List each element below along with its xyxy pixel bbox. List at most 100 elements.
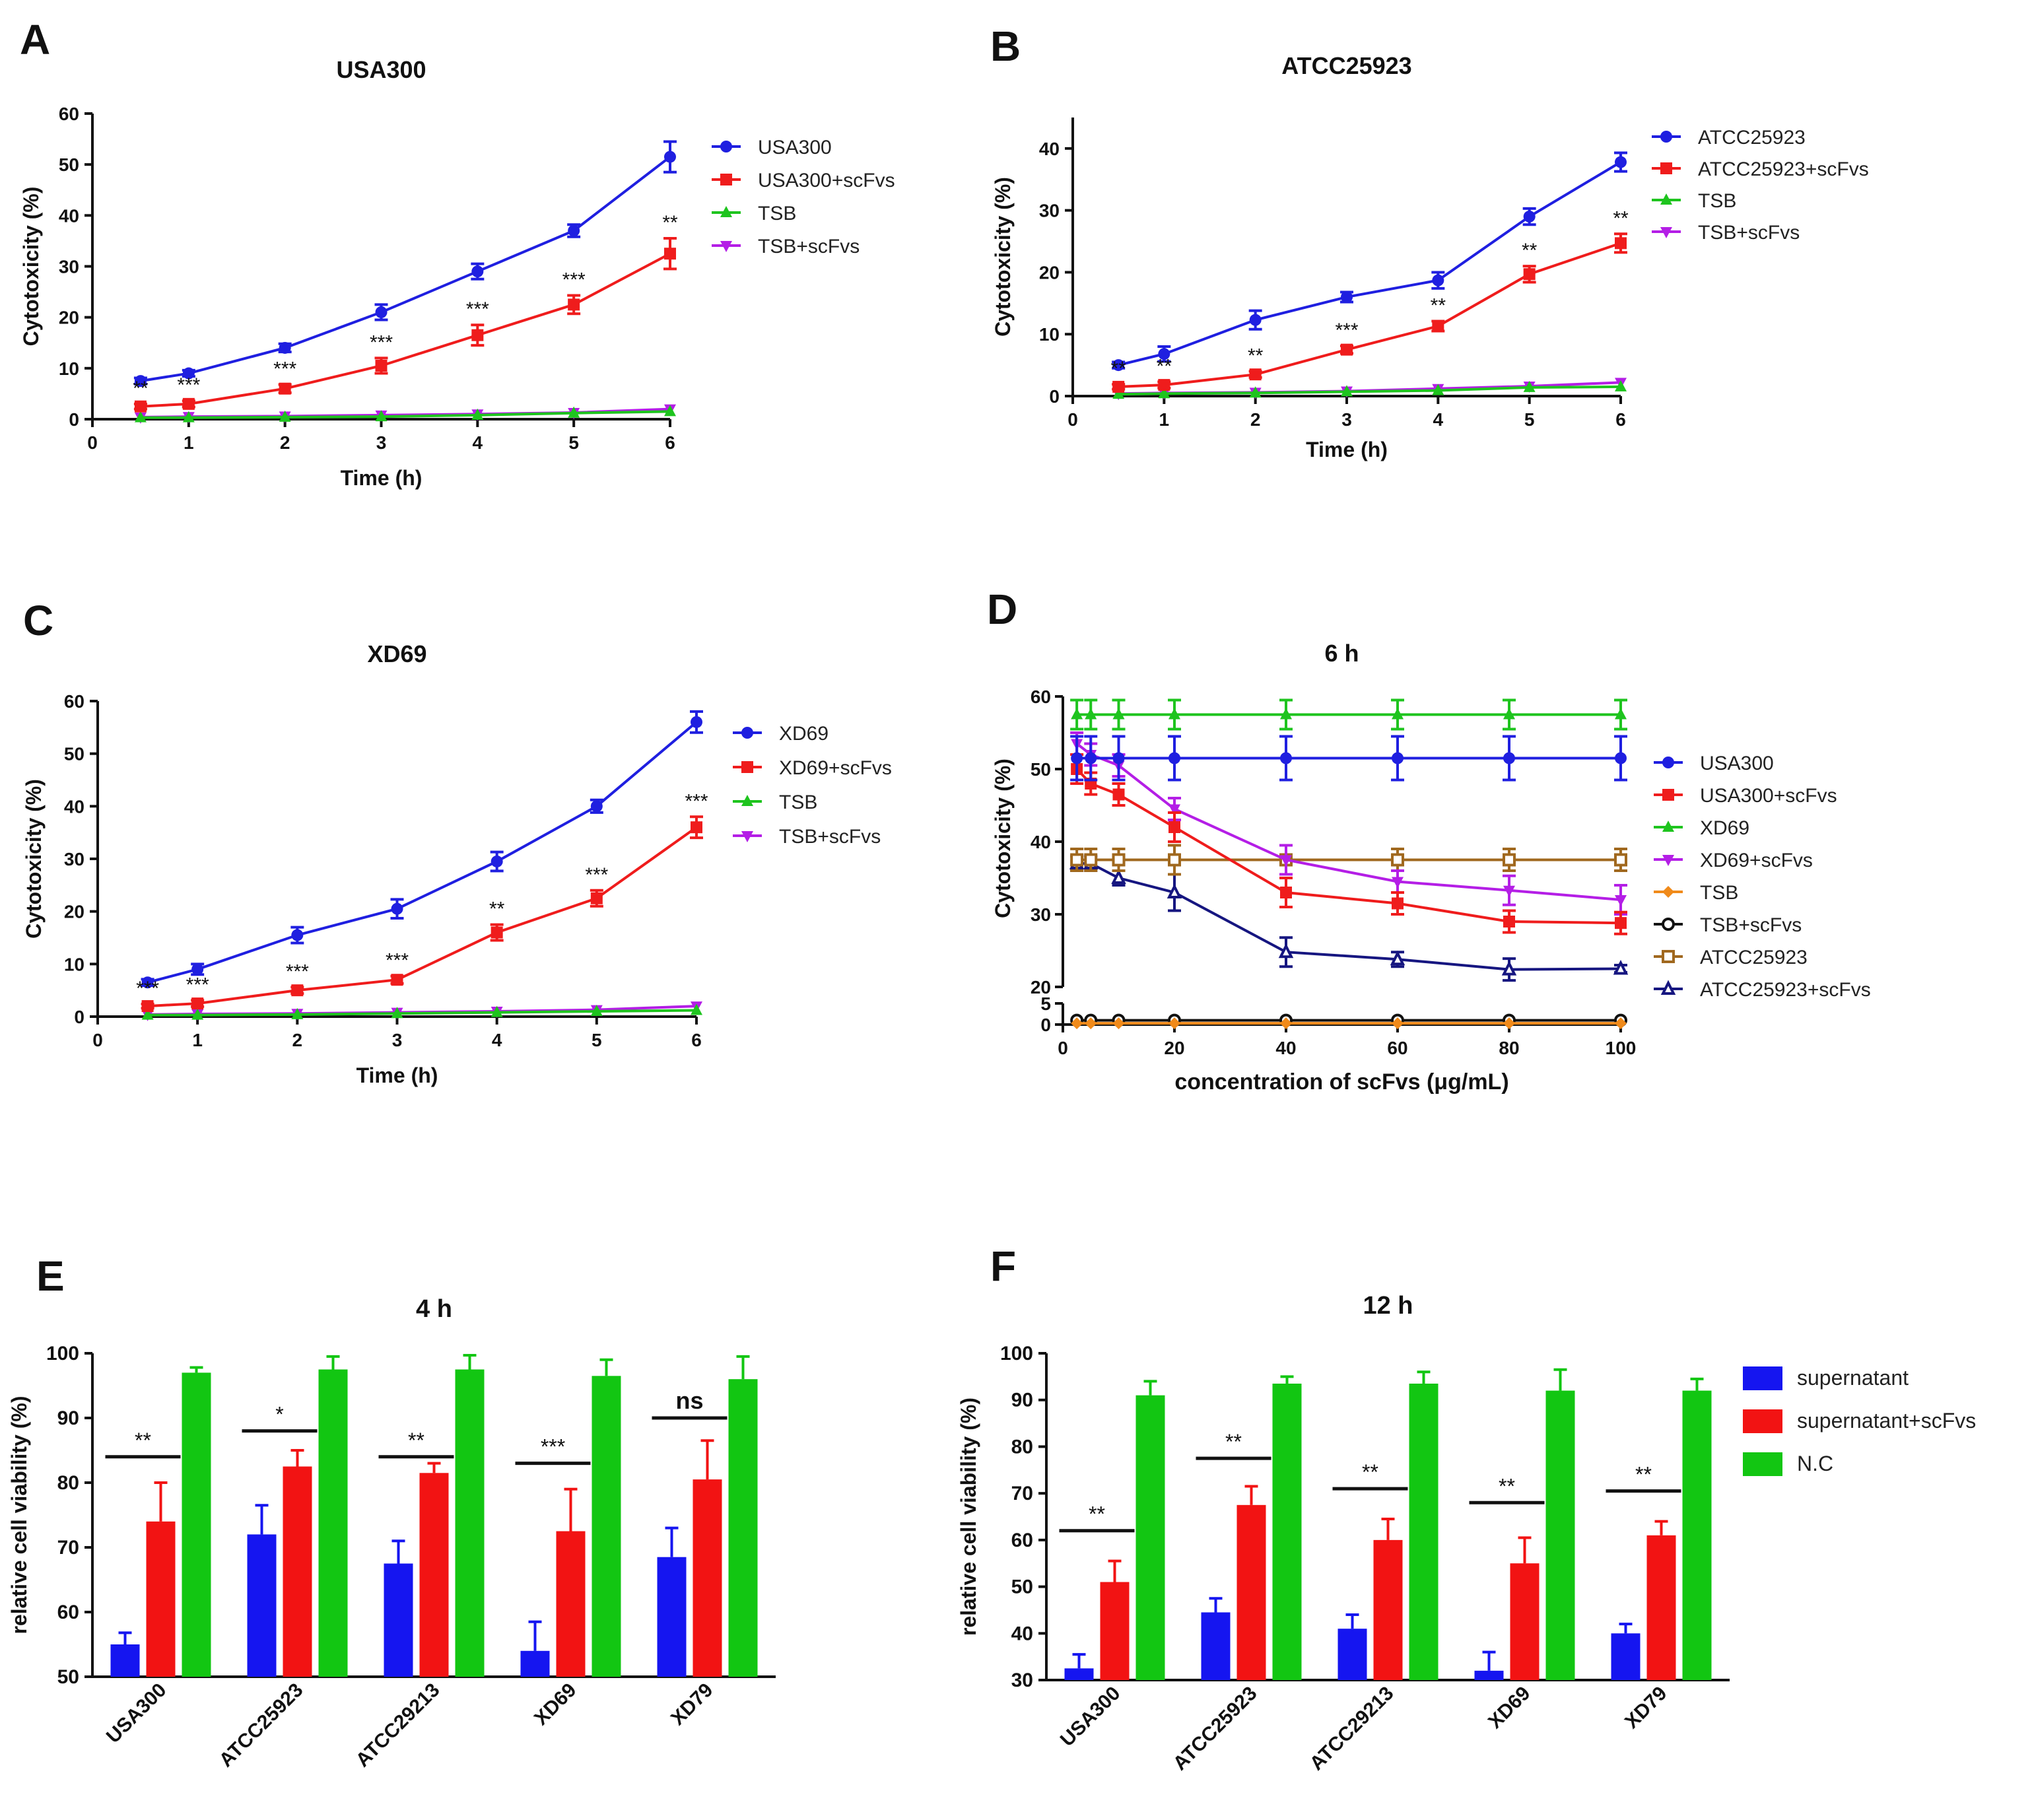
data-point (1523, 268, 1536, 281)
significance-label: ns (675, 1387, 703, 1414)
data-point (279, 382, 291, 395)
chart-title: 12 h (1363, 1292, 1413, 1320)
data-point (1112, 853, 1126, 867)
significance-label: *** (370, 331, 393, 353)
significance-label: ** (1157, 355, 1172, 377)
bar-supernatant-scfvs (419, 1473, 449, 1677)
bar-supernatant-scfvs (693, 1479, 722, 1677)
legend-label: N.C (1797, 1452, 1833, 1475)
data-point (1158, 387, 1170, 399)
data-point (664, 248, 676, 260)
data-point (1341, 343, 1353, 356)
data-point (1503, 708, 1515, 720)
bar-supernatant (657, 1557, 687, 1677)
data-point (1112, 380, 1125, 393)
series-tsb (141, 1003, 702, 1020)
legend-label: TSB+scFvs (779, 826, 881, 848)
legend-label: XD69 (1700, 817, 1749, 839)
data-point (134, 411, 147, 422)
y-tick-label: 10 (59, 358, 79, 379)
legend-marker (1660, 162, 1672, 174)
legend-label: TSB+scFvs (758, 236, 860, 257)
data-point (1249, 368, 1262, 381)
bar-n-c (318, 1369, 348, 1677)
data-point (191, 963, 204, 976)
bar-supernatant-scfvs (1510, 1563, 1540, 1680)
x-tick-label: 100 (1606, 1038, 1637, 1058)
significance-label: ** (662, 212, 678, 234)
data-point (141, 1000, 154, 1013)
legend-marker (720, 174, 732, 185)
data-point (1111, 869, 1126, 884)
data-point (691, 716, 702, 728)
x-tick-label: 5 (1524, 409, 1535, 430)
x-tick-label: 6 (1615, 409, 1626, 430)
y-tick-label: 40 (1039, 139, 1060, 159)
y-tick-label: 90 (1011, 1390, 1033, 1411)
y-tick-label: 30 (1039, 201, 1060, 221)
series-usa300 (1070, 735, 1627, 782)
significance-label: ** (1499, 1474, 1515, 1498)
data-point (471, 329, 484, 341)
y-tick-label: 20 (1031, 977, 1051, 997)
data-point (1168, 1017, 1180, 1030)
x-tick-label: 5 (568, 432, 579, 453)
x-tick-label: 3 (376, 432, 387, 453)
data-point (1167, 883, 1182, 898)
legend-item-xd69-scfvs: XD69+scFvs (1654, 850, 1813, 871)
legend-item-xd69-scfvs: XD69+scFvs (733, 757, 892, 779)
bar-supernatant-scfvs (1236, 1504, 1266, 1680)
data-point (182, 367, 195, 380)
data-point (1615, 156, 1627, 168)
legend-item-tsb: TSB (1654, 882, 1738, 904)
legend-item-usa300-scfvs: USA300+scFvs (1654, 785, 1837, 807)
series-tsb (134, 405, 676, 422)
bar-supernatant (384, 1563, 413, 1677)
y-tick-label: 10 (1039, 324, 1060, 345)
bar-supernatant-scfvs (1646, 1535, 1676, 1680)
legend-marker (720, 241, 732, 252)
legend-item-tsb-scfvs: TSB+scFvs (712, 236, 860, 257)
legend-marker (741, 831, 753, 842)
bar-n-c (1409, 1383, 1439, 1680)
data-point (391, 902, 403, 915)
legend-marker (741, 761, 753, 773)
y-axis-label: Cytotoxicity (%) (22, 779, 46, 939)
data-point (1158, 348, 1170, 360)
data-point (1280, 887, 1292, 898)
y-tick-label: 0 (1040, 1015, 1051, 1035)
series-xd69-scfvs (141, 815, 703, 1013)
y-axis-label: relative cell viability (%) (957, 1398, 980, 1636)
chart-title: 6 h (1324, 640, 1359, 667)
data-point (1392, 897, 1404, 910)
data-point (1280, 752, 1292, 764)
legend-label: USA300+scFvs (758, 170, 895, 191)
chart-title: 4 h (416, 1295, 452, 1323)
y-tick-label: 60 (1011, 1530, 1033, 1551)
legend-marker (1662, 950, 1675, 963)
significance-label: ** (1110, 358, 1126, 380)
significance-label: *** (286, 961, 309, 982)
data-point (141, 1008, 154, 1020)
x-tick-label: 1 (192, 1030, 203, 1050)
data-point (1112, 788, 1125, 801)
y-tick-label: 40 (64, 796, 85, 817)
data-point (182, 397, 195, 410)
data-point (1615, 752, 1627, 764)
y-tick-label: 60 (64, 691, 85, 712)
bar-supernatant (1201, 1612, 1231, 1680)
data-point (1158, 379, 1170, 391)
x-tick-label: 3 (1341, 409, 1352, 430)
x-tick-label: 1 (1159, 409, 1170, 430)
x-tick-label: 4 (492, 1030, 502, 1050)
data-point (1112, 1017, 1125, 1030)
legend-label: ATCC25923+scFvs (1698, 158, 1869, 180)
significance-label: ** (408, 1429, 424, 1452)
data-point (568, 406, 580, 418)
x-tick-label: 2 (280, 432, 290, 453)
y-tick-label: 30 (1011, 1669, 1033, 1691)
significance-label: *** (186, 974, 209, 995)
x-tick-label: 3 (392, 1030, 403, 1050)
significance-label: *** (466, 298, 489, 320)
legend-item-atcc25923: ATCC25923 (1654, 947, 1808, 968)
